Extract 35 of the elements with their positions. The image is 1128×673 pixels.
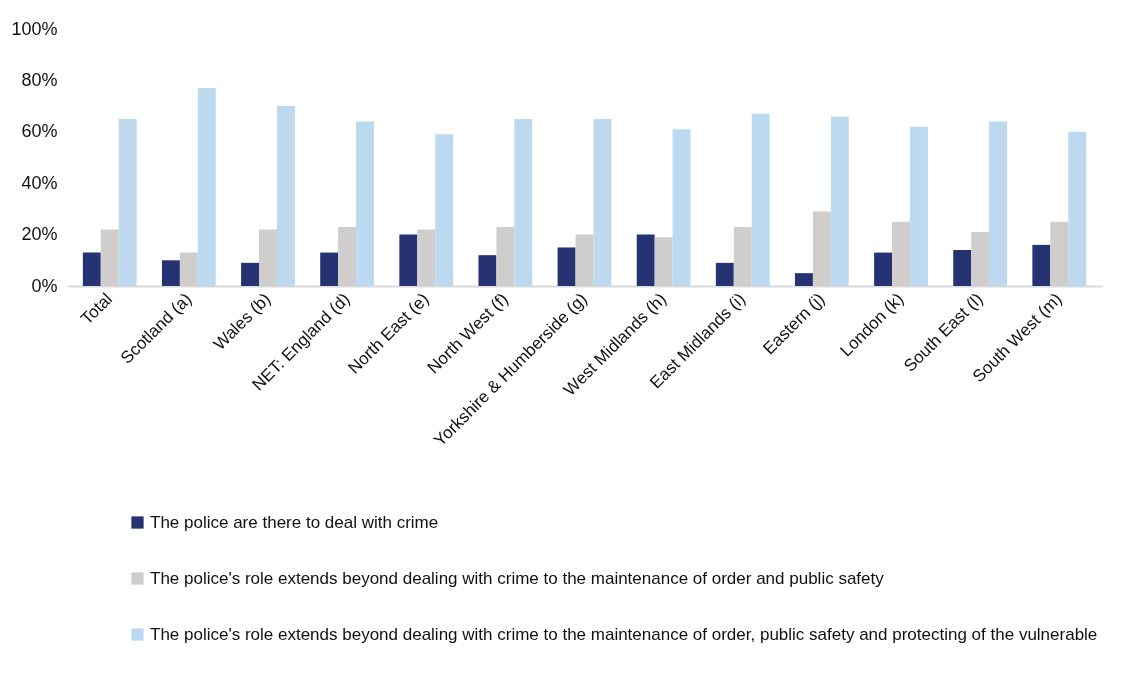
bar	[794, 273, 813, 286]
bar	[161, 260, 180, 286]
bar	[593, 118, 612, 286]
bar	[82, 252, 101, 286]
bar	[276, 106, 295, 286]
bar	[399, 234, 418, 286]
legend-label: The police are there to deal with crime	[150, 512, 439, 532]
bar	[830, 116, 849, 286]
bar	[909, 126, 928, 286]
bar	[874, 252, 893, 286]
bar	[356, 121, 375, 286]
y-tick-label: 100%	[11, 18, 58, 39]
bar	[320, 252, 339, 286]
bar	[478, 255, 497, 286]
bar	[435, 134, 454, 286]
bar	[557, 247, 576, 286]
bar	[989, 121, 1008, 286]
y-tick-label: 0%	[31, 275, 58, 296]
bar	[953, 250, 972, 286]
bar	[514, 118, 533, 286]
bar	[715, 262, 734, 286]
legend-label: The police's role extends beyond dealing with crime to the maintenance of order, public safety and protecting of the vulnerable	[150, 624, 1098, 644]
bar	[1068, 131, 1087, 286]
legend-label: The police's role extends beyond dealing with crime to the maintenance of order and public safety	[150, 568, 885, 588]
y-tick-label: 60%	[21, 121, 58, 142]
bar	[197, 88, 216, 286]
bar	[636, 234, 655, 286]
y-tick-label: 20%	[21, 224, 58, 245]
y-tick-label: 80%	[21, 69, 58, 90]
bar	[241, 262, 260, 286]
bar	[118, 118, 137, 286]
bar	[672, 129, 691, 286]
bar	[1032, 244, 1051, 286]
bar	[751, 113, 770, 286]
y-tick-label: 40%	[21, 172, 58, 193]
